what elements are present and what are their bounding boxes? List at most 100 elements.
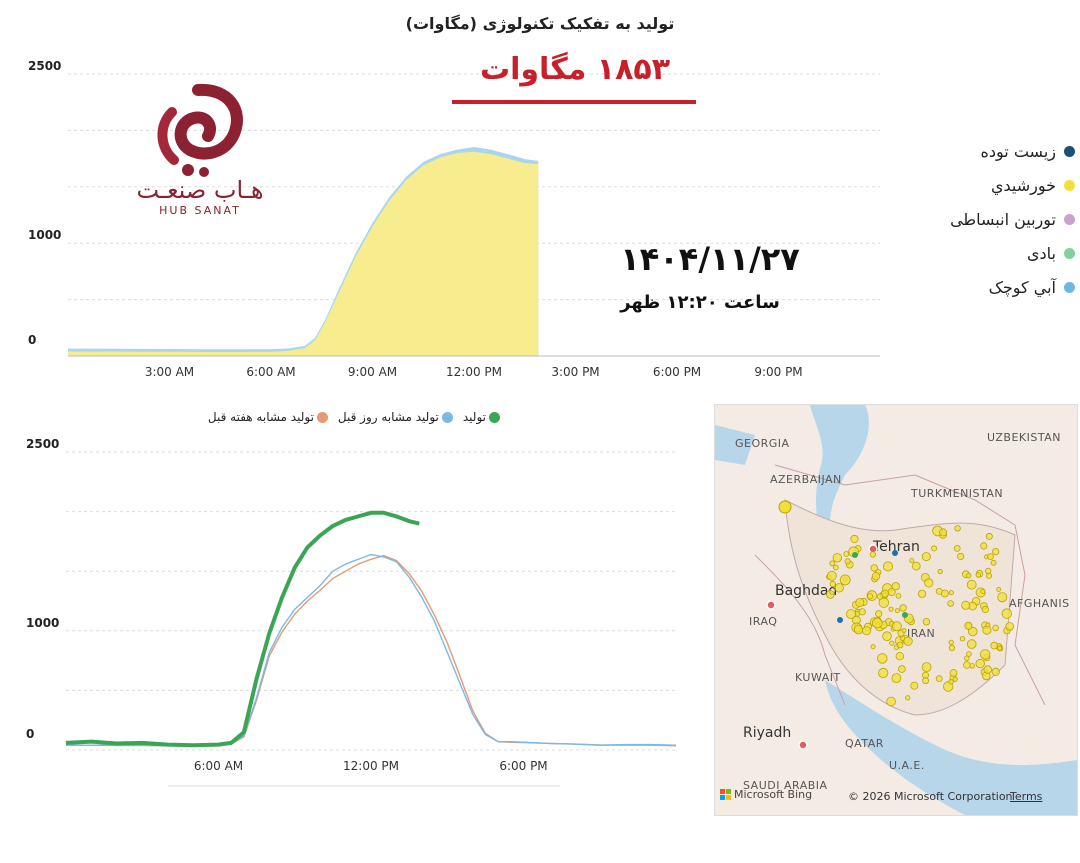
plant-marker[interactable] [948,590,954,596]
plant-marker[interactable] [852,552,858,558]
plant-marker[interactable] [966,651,972,657]
plant-marker[interactable] [985,532,993,540]
plant-marker[interactable] [895,651,904,661]
plant-marker[interactable] [877,653,888,664]
plant-marker[interactable] [935,675,943,683]
plant-marker[interactable] [894,608,900,614]
plant-marker[interactable] [947,600,954,607]
plant-marker[interactable] [903,636,913,646]
plant-marker[interactable] [892,550,898,556]
plant-marker[interactable] [1001,608,1013,619]
plant-marker[interactable] [867,593,874,600]
plant-marker[interactable] [968,626,978,637]
plant-marker[interactable] [980,588,986,594]
plant-marker[interactable] [964,655,970,661]
plant-marker[interactable] [888,606,894,612]
plant-marker[interactable] [948,644,955,651]
plant-marker[interactable] [886,696,896,707]
plant-marker[interactable] [829,580,837,588]
plant-marker[interactable] [829,560,836,567]
plant-marker[interactable] [990,641,999,650]
plant-marker[interactable] [871,571,881,581]
plant-marker[interactable] [834,583,844,593]
plant-marker[interactable] [952,676,958,682]
plant-marker[interactable] [870,564,878,572]
city-marker[interactable] [766,600,776,610]
plant-marker[interactable] [843,551,850,557]
plant-marker[interactable] [826,570,837,581]
plant-marker[interactable] [992,624,999,632]
plant-marker[interactable] [939,528,948,537]
plant-marker[interactable] [992,548,1000,556]
legend-item[interactable]: تولید [463,410,500,424]
plant-marker[interactable] [975,658,985,669]
plant-marker[interactable] [963,661,971,669]
legend-item[interactable]: توربین انبساطی [930,202,1075,236]
plant-marker[interactable] [980,542,988,550]
plant-marker[interactable] [948,639,954,646]
plant-marker[interactable] [921,552,931,562]
plant-marker[interactable] [870,644,876,650]
plant-marker[interactable] [966,639,977,649]
plant-marker[interactable] [996,586,1002,592]
plant-marker[interactable] [862,626,872,636]
plant-marker[interactable] [889,640,895,646]
plant-marker[interactable] [878,597,890,608]
plant-marker[interactable] [895,593,902,599]
plant-marker[interactable] [850,534,859,544]
plant-marker[interactable] [966,579,977,590]
plant-marker[interactable] [837,617,843,623]
plant-marker[interactable] [878,667,889,679]
plant-marker[interactable] [985,622,991,628]
plant-marker[interactable] [985,567,992,575]
legend-item[interactable]: آبي كوچک [930,270,1075,304]
plant-marker[interactable] [839,574,851,586]
plant-marker[interactable] [937,568,943,575]
plant-marker[interactable] [969,663,975,669]
plant-marker[interactable] [899,604,907,612]
plant-marker[interactable] [898,665,906,673]
plant-marker[interactable] [896,641,904,649]
plant-marker[interactable] [902,612,908,618]
plant-marker[interactable] [957,552,965,561]
plant-marker[interactable] [918,589,927,598]
plant-marker[interactable] [891,673,902,684]
plant-marker[interactable] [985,572,992,579]
legend-item[interactable]: تولید مشابه هفته قبل [208,410,328,424]
plant-marker[interactable] [882,631,892,642]
plant-marker[interactable] [855,598,865,608]
plant-marker[interactable] [964,621,973,630]
plant-marker[interactable] [987,553,994,561]
plant-marker[interactable] [891,582,900,591]
plant-marker[interactable] [891,621,902,632]
legend-item[interactable]: خورشيدي [930,168,1075,202]
plant-marker[interactable] [905,695,911,701]
plant-marker[interactable] [922,677,930,685]
plant-marker[interactable] [935,587,943,595]
plant-marker[interactable] [990,559,997,566]
legend-item[interactable]: زیست توده [930,134,1075,168]
plant-marker[interactable] [975,572,981,578]
plant-marker[interactable] [910,681,919,690]
plant-marker[interactable] [959,635,966,642]
plant-marker[interactable] [882,561,893,572]
plant-marker[interactable] [983,665,992,674]
plant-marker[interactable] [909,558,915,564]
plant-marker[interactable] [872,617,883,629]
plant-marker[interactable] [875,610,883,618]
plant-marker[interactable] [778,500,792,514]
plant-marker[interactable] [965,572,972,579]
plant-marker[interactable] [981,605,989,614]
plant-marker[interactable] [961,600,971,610]
plant-marker[interactable] [881,589,890,598]
plant-marker[interactable] [954,525,961,532]
plant-marker[interactable] [948,679,954,685]
plant-marker[interactable] [931,545,938,552]
plant-marker[interactable] [844,558,851,565]
plant-marker[interactable] [832,553,843,563]
plant-marker[interactable] [826,590,835,599]
plant-marker[interactable] [846,609,857,620]
legend-item[interactable]: بادی [930,236,1075,270]
city-marker[interactable] [798,740,808,750]
legend-item[interactable]: تولید مشابه روز قبل [338,410,453,424]
